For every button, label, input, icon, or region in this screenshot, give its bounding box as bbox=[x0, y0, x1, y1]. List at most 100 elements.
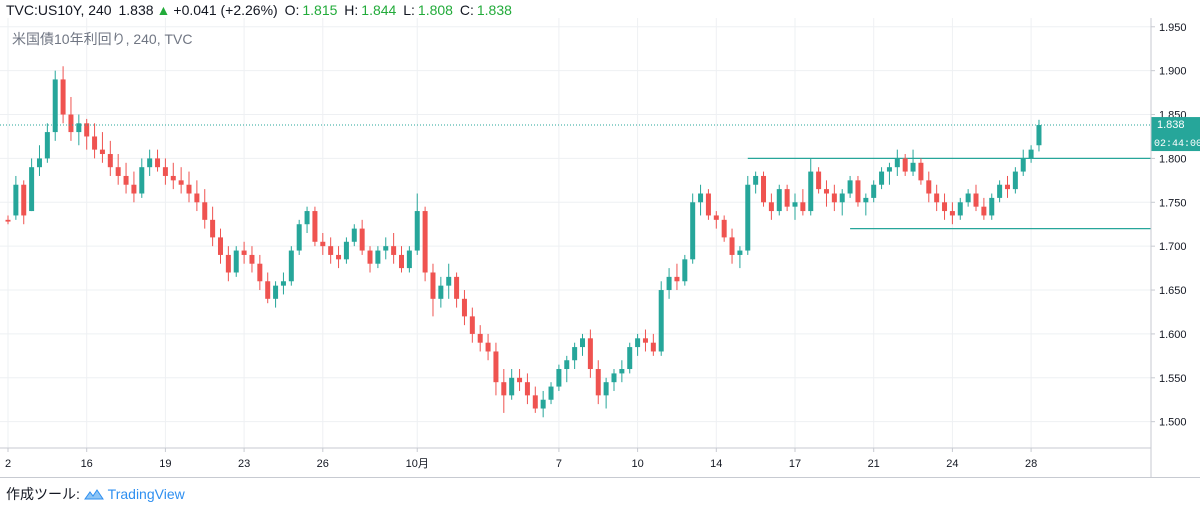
y-tick-label: 1.650 bbox=[1159, 285, 1187, 297]
candle-body bbox=[359, 228, 365, 251]
candle bbox=[406, 246, 412, 273]
candle-body bbox=[902, 158, 908, 172]
candle-body bbox=[580, 338, 586, 348]
candle bbox=[997, 180, 1003, 203]
candle-body bbox=[690, 202, 696, 260]
candle bbox=[823, 180, 829, 207]
candle-body bbox=[800, 202, 806, 212]
candle bbox=[414, 193, 420, 255]
candle bbox=[871, 180, 877, 203]
candle-body bbox=[823, 189, 829, 194]
candle-body bbox=[650, 342, 656, 352]
candle bbox=[233, 246, 239, 277]
candle bbox=[304, 206, 310, 233]
candle bbox=[682, 254, 688, 286]
candle bbox=[713, 211, 719, 229]
candle bbox=[910, 149, 916, 176]
candle bbox=[745, 175, 751, 255]
candle bbox=[635, 333, 641, 356]
candle-body bbox=[493, 351, 499, 383]
candle bbox=[280, 272, 286, 295]
candle bbox=[705, 189, 711, 220]
candle bbox=[5, 215, 11, 225]
tradingview-link[interactable]: TradingView bbox=[107, 486, 185, 502]
candle bbox=[863, 193, 869, 216]
candle-body bbox=[44, 132, 50, 159]
y-tick-label: 1.800 bbox=[1159, 153, 1187, 165]
candle-body bbox=[808, 171, 814, 212]
candle-body bbox=[391, 246, 397, 255]
candle bbox=[855, 175, 861, 207]
candle-body bbox=[280, 281, 286, 286]
candle-body bbox=[170, 175, 176, 181]
candle-body bbox=[949, 211, 955, 216]
candle-body bbox=[225, 254, 231, 273]
low-value: 1.808 bbox=[417, 2, 453, 18]
candle bbox=[367, 246, 373, 273]
candle bbox=[186, 171, 192, 203]
candle-body bbox=[595, 369, 601, 396]
candle bbox=[989, 193, 995, 220]
candle bbox=[265, 272, 271, 304]
open-label: O: bbox=[284, 2, 300, 18]
price-scale[interactable]: 1.5001.5501.6001.6501.7001.7501.8001.850… bbox=[1151, 22, 1187, 429]
candle-body bbox=[21, 184, 27, 216]
close-value: 1.838 bbox=[476, 2, 512, 18]
candle-body bbox=[367, 250, 373, 264]
candle-body bbox=[886, 167, 892, 172]
candle bbox=[564, 355, 570, 383]
candle bbox=[879, 167, 885, 190]
candle bbox=[343, 237, 349, 264]
candle bbox=[1028, 145, 1034, 163]
candle-body bbox=[957, 202, 963, 216]
candle bbox=[1004, 175, 1010, 198]
candle-body bbox=[745, 184, 751, 251]
time-scale[interactable]: 2 16 19 23 26 10月 7 10 14 17 21 24 28 bbox=[5, 448, 1037, 470]
candle bbox=[351, 224, 357, 247]
candle bbox=[886, 162, 892, 185]
open-value: 1.815 bbox=[302, 2, 338, 18]
candle bbox=[839, 189, 845, 216]
candle bbox=[225, 246, 231, 282]
y-tick-label: 1.750 bbox=[1159, 197, 1187, 209]
candle-body bbox=[587, 338, 593, 370]
candle bbox=[981, 197, 987, 220]
candle bbox=[611, 369, 617, 391]
symbol-label[interactable]: TVC:US10Y, 240 bbox=[6, 2, 112, 18]
candle-body bbox=[611, 373, 617, 383]
candle-body bbox=[99, 149, 105, 155]
candle bbox=[485, 333, 491, 361]
candle-body bbox=[351, 228, 357, 242]
candle bbox=[650, 333, 656, 356]
candle-body bbox=[84, 123, 90, 137]
x-tick-label: 21 bbox=[868, 458, 880, 470]
candle bbox=[194, 180, 200, 212]
candle bbox=[580, 333, 586, 356]
candle bbox=[784, 184, 790, 212]
x-tick-label: 28 bbox=[1025, 458, 1037, 470]
candle bbox=[816, 167, 822, 194]
candle-body bbox=[556, 369, 562, 387]
candle-body bbox=[1028, 149, 1034, 159]
candle-body bbox=[721, 219, 727, 238]
trend-lines[interactable] bbox=[747, 157, 1158, 230]
candle-body bbox=[162, 167, 168, 176]
candle bbox=[139, 158, 145, 198]
x-tick-label: 24 bbox=[946, 458, 958, 470]
y-tick-label: 1.550 bbox=[1159, 373, 1187, 385]
chart[interactable]: 1.5001.5501.6001.6501.7001.7501.8001.850… bbox=[0, 0, 1200, 478]
candle-body bbox=[60, 79, 66, 115]
candle bbox=[627, 342, 633, 374]
candle-body bbox=[1036, 125, 1042, 146]
candle-body bbox=[186, 184, 192, 194]
candle bbox=[328, 237, 334, 264]
high-value: 1.844 bbox=[361, 2, 397, 18]
candle bbox=[753, 171, 759, 194]
candle bbox=[257, 254, 263, 291]
candle bbox=[902, 154, 908, 176]
candle-body bbox=[414, 211, 420, 251]
candle-body bbox=[29, 167, 35, 212]
candle bbox=[44, 123, 50, 163]
candle-body bbox=[36, 158, 42, 168]
candle bbox=[942, 193, 948, 220]
